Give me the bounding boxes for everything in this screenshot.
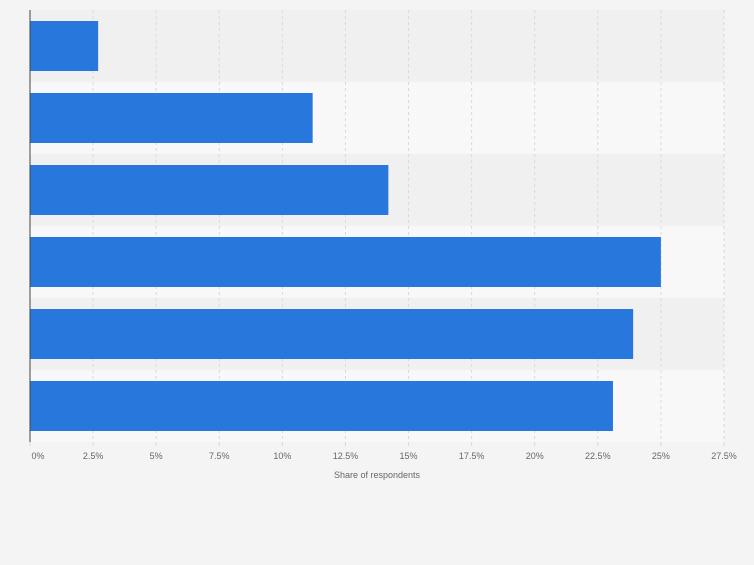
x-tick-label: 2.5%: [83, 451, 104, 461]
row-band: [30, 10, 724, 82]
row-bands: [30, 10, 724, 442]
x-tick-label: 10%: [273, 451, 291, 461]
x-tick-label: 25%: [652, 451, 670, 461]
x-tick-label: 17.5%: [459, 451, 485, 461]
gridlines: [92, 10, 725, 442]
x-axis-title: Share of respondents: [334, 470, 421, 480]
x-tick-label: 20%: [526, 451, 544, 461]
bar[interactable]: [30, 93, 313, 143]
x-tick-label: 5%: [150, 451, 163, 461]
x-tick-label: 7.5%: [209, 451, 230, 461]
x-tick-label: 22.5%: [585, 451, 611, 461]
x-tick-label: 27.5%: [711, 451, 737, 461]
x-tick-label: 15%: [400, 451, 418, 461]
x-tick-label: 0%: [31, 451, 44, 461]
x-axis-ticks: 0% 2.5% 5% 7.5% 10% 12.5% 15% 17.5% 20% 22.5% 25% 2…: [29, 442, 737, 461]
bars: [30, 21, 661, 431]
x-tick-label: 12.5%: [333, 451, 359, 461]
bar[interactable]: [30, 309, 634, 359]
bar[interactable]: [30, 381, 613, 431]
bar[interactable]: [30, 237, 661, 287]
bar[interactable]: [30, 21, 99, 71]
bar[interactable]: [30, 165, 389, 215]
